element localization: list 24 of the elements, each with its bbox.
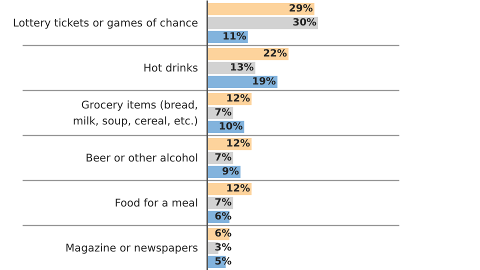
y-tick-label: Hot drinks xyxy=(143,62,198,74)
y-tick-label: Grocery items (bread, milk, soup, cereal, etc.) xyxy=(72,98,198,128)
data-label: 29% xyxy=(288,4,313,15)
data-label: 12% xyxy=(226,94,250,105)
bar xyxy=(207,2,314,16)
y-tick-label: Magazine or newspapers xyxy=(65,242,198,254)
data-label: 22% xyxy=(263,48,288,60)
y-tick-label: Lottery tickets or games of chance xyxy=(12,16,198,30)
data-label: 9% xyxy=(222,166,240,178)
data-label: 7% xyxy=(214,198,232,208)
y-tick-label: Food for a meal xyxy=(114,196,198,210)
bar xyxy=(207,16,318,30)
data-label: 7% xyxy=(214,152,232,164)
data-label: 30% xyxy=(292,18,317,28)
data-label: 19% xyxy=(252,76,276,88)
data-label: 3% xyxy=(214,242,232,254)
data-label: 12% xyxy=(226,138,250,150)
data-label: 7% xyxy=(214,108,232,118)
data-label: 10% xyxy=(218,121,243,132)
data-label: 11% xyxy=(222,31,246,42)
y-tick-label: Beer or other alcohol xyxy=(86,152,198,164)
data-label: 13% xyxy=(230,62,254,74)
data-label: 12% xyxy=(226,184,250,195)
data-label: 6% xyxy=(214,228,232,240)
